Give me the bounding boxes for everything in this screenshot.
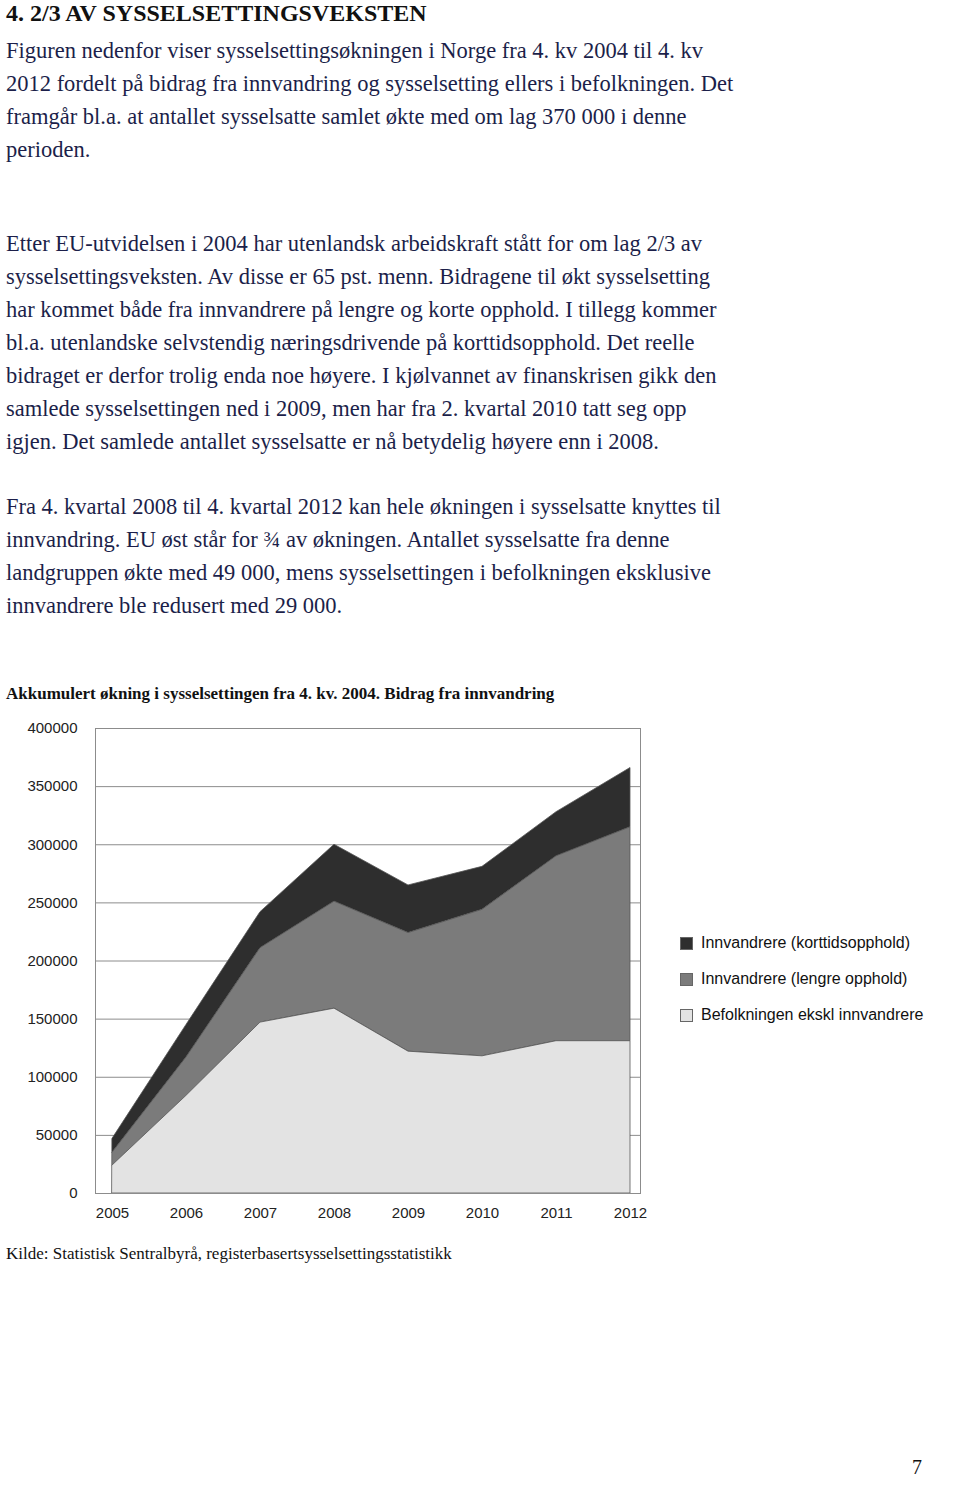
html-text:igjen. Det samlede antallet sy: igjen. Det samlede antallet sysselsatte … bbox=[6, 429, 659, 454]
html-text:bl.a. utenlandske selvstendig: bl.a. utenlandske selvstendig næringsdri… bbox=[6, 330, 695, 355]
html-text:Befolkningen ekskl innvandrere: Befolkningen ekskl innvandrere bbox=[701, 1006, 924, 1023]
svg-text:2011: 2011 bbox=[540, 1204, 572, 1221]
html-text:4. 2/3 AV SYSSELSETTINGSVEKSTE: 4. 2/3 AV SYSSELSETTINGSVEKSTEN bbox=[6, 0, 427, 26]
html-text:framgår bl.a. at antallet syss: framgår bl.a. at antallet sysselsatte sa… bbox=[6, 104, 687, 129]
html-text:7: 7 bbox=[912, 1456, 922, 1478]
svg-text:50000: 50000 bbox=[36, 1126, 78, 1143]
html-text:Innvandrere (lengre opphold): Innvandrere (lengre opphold) bbox=[701, 970, 908, 987]
svg-text:0: 0 bbox=[69, 1184, 77, 1201]
svg-text:100000: 100000 bbox=[27, 1068, 77, 1085]
svg-text:250000: 250000 bbox=[27, 894, 77, 911]
svg-text:200000: 200000 bbox=[27, 952, 77, 969]
html-text:Innvandrere (korttidsopphold): Innvandrere (korttidsopphold) bbox=[701, 934, 910, 951]
html-text:Kilde: Statistisk Sentralbyrå,: Kilde: Statistisk Sentralbyrå, registerb… bbox=[6, 1244, 452, 1263]
html-text:bidraget er derfor trolig enda: bidraget er derfor trolig enda noe høyer… bbox=[6, 363, 717, 388]
html-text:2012 fordelt på bidrag fra inn: 2012 fordelt på bidrag fra innvandring o… bbox=[6, 71, 734, 96]
svg-text:2008: 2008 bbox=[318, 1204, 351, 1221]
html-text:perioden.: perioden. bbox=[6, 137, 91, 162]
html-text:samlede sysselsettingen ned i: samlede sysselsettingen ned i 2009, men … bbox=[6, 396, 687, 421]
svg-text:2009: 2009 bbox=[392, 1204, 425, 1221]
svg-text:2007: 2007 bbox=[244, 1204, 277, 1221]
html-text:Fra 4. kvartal 2008 til 4. kva: Fra 4. kvartal 2008 til 4. kvartal 2012 … bbox=[6, 494, 721, 519]
svg-text:300000: 300000 bbox=[27, 836, 77, 853]
svg-text:2012: 2012 bbox=[614, 1204, 647, 1221]
html-text:innvandrere ble redusert med 2: innvandrere ble redusert med 29 000. bbox=[6, 593, 343, 618]
svg-text:150000: 150000 bbox=[27, 1010, 77, 1027]
svg-text:400000: 400000 bbox=[27, 719, 77, 736]
svg-text:350000: 350000 bbox=[27, 777, 77, 794]
html-text:innvandring. EU øst står for ¾: innvandring. EU øst står for ¾ av økning… bbox=[6, 527, 670, 552]
html-text:har kommet både fra innvandrer: har kommet både fra innvandrere på lengr… bbox=[6, 297, 717, 322]
svg-text:2010: 2010 bbox=[466, 1204, 499, 1221]
html-text:Akkumulert økning i sysselsett: Akkumulert økning i sysselsettingen fra … bbox=[6, 684, 555, 703]
svg-text:2006: 2006 bbox=[170, 1204, 203, 1221]
html-text:landgruppen økte med 49 000, m: landgruppen økte med 49 000, mens syssel… bbox=[6, 560, 711, 585]
html-text:Etter EU-utvidelsen i 2004 har: Etter EU-utvidelsen i 2004 har utenlands… bbox=[6, 231, 703, 256]
html-text:sysselsettingsveksten. Av diss: sysselsettingsveksten. Av disse er 65 ps… bbox=[6, 264, 710, 289]
html-text:Figuren nedenfor viser syssels: Figuren nedenfor viser sysselsettingsøkn… bbox=[6, 38, 703, 63]
svg-text:2005: 2005 bbox=[96, 1204, 129, 1221]
